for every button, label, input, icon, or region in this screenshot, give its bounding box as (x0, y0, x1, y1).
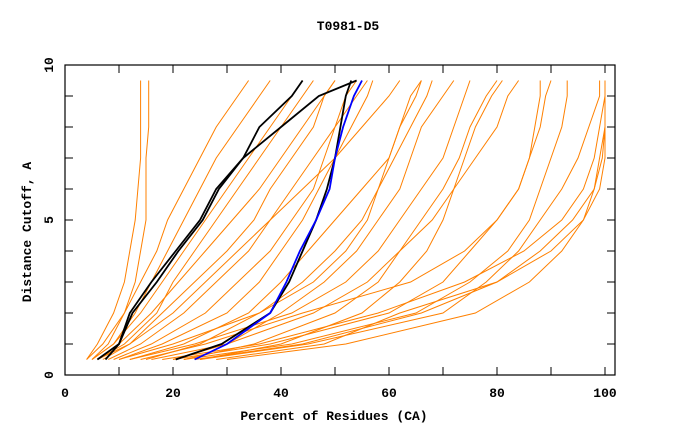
model-curve-3 (91, 80, 304, 360)
chart-title: T0981-D5 (317, 19, 380, 34)
x-tick-label: 80 (489, 386, 505, 401)
x-tick-label: 60 (381, 386, 397, 401)
model-curve-11 (172, 80, 541, 360)
model-curve-15 (216, 80, 606, 360)
y-tick-labels: 0 5 10 (42, 57, 57, 379)
model-curve-24 (97, 80, 314, 360)
model-curve-6 (118, 80, 374, 360)
model-curve-2 (86, 80, 250, 360)
model-curve-1 (91, 80, 150, 360)
model-curve-9 (183, 80, 498, 360)
model-curve-22 (129, 80, 422, 360)
x-axis-label: Percent of Residues (CA) (240, 409, 427, 424)
model-curve-13 (199, 80, 601, 360)
model-curve-20 (151, 80, 520, 360)
x-tick-label: 100 (593, 386, 617, 401)
x-tick-label: 0 (61, 386, 69, 401)
model-curve-8 (172, 80, 455, 360)
y-tick-label: 5 (42, 216, 57, 224)
x-tick-labels: 0 20 40 60 80 100 (61, 386, 617, 401)
axis-ticks (64, 64, 615, 376)
x-tick-label: 40 (273, 386, 289, 401)
model-curve-25 (140, 80, 552, 360)
highlight-curve-29 (104, 79, 357, 361)
model-curve-23 (91, 80, 271, 360)
highlight-curve-28 (96, 79, 304, 361)
model-curve-7 (145, 80, 433, 360)
model-curve-26 (118, 80, 422, 360)
reference-curve-31 (194, 80, 363, 361)
model-curve-16 (129, 80, 471, 360)
model-curve-17 (97, 80, 401, 360)
y-axis-label: Distance Cutoff, A (20, 162, 35, 303)
model-curve-4 (97, 80, 336, 360)
y-tick-label: 10 (42, 57, 57, 73)
x-tick-label: 20 (165, 386, 181, 401)
y-tick-label: 0 (42, 371, 57, 379)
model-curve-19 (102, 80, 336, 360)
model-curve-0 (86, 80, 142, 360)
model-curve-27 (194, 80, 606, 360)
series-layer (86, 79, 606, 361)
model-curve-10 (199, 80, 503, 360)
model-curve-14 (162, 80, 606, 360)
